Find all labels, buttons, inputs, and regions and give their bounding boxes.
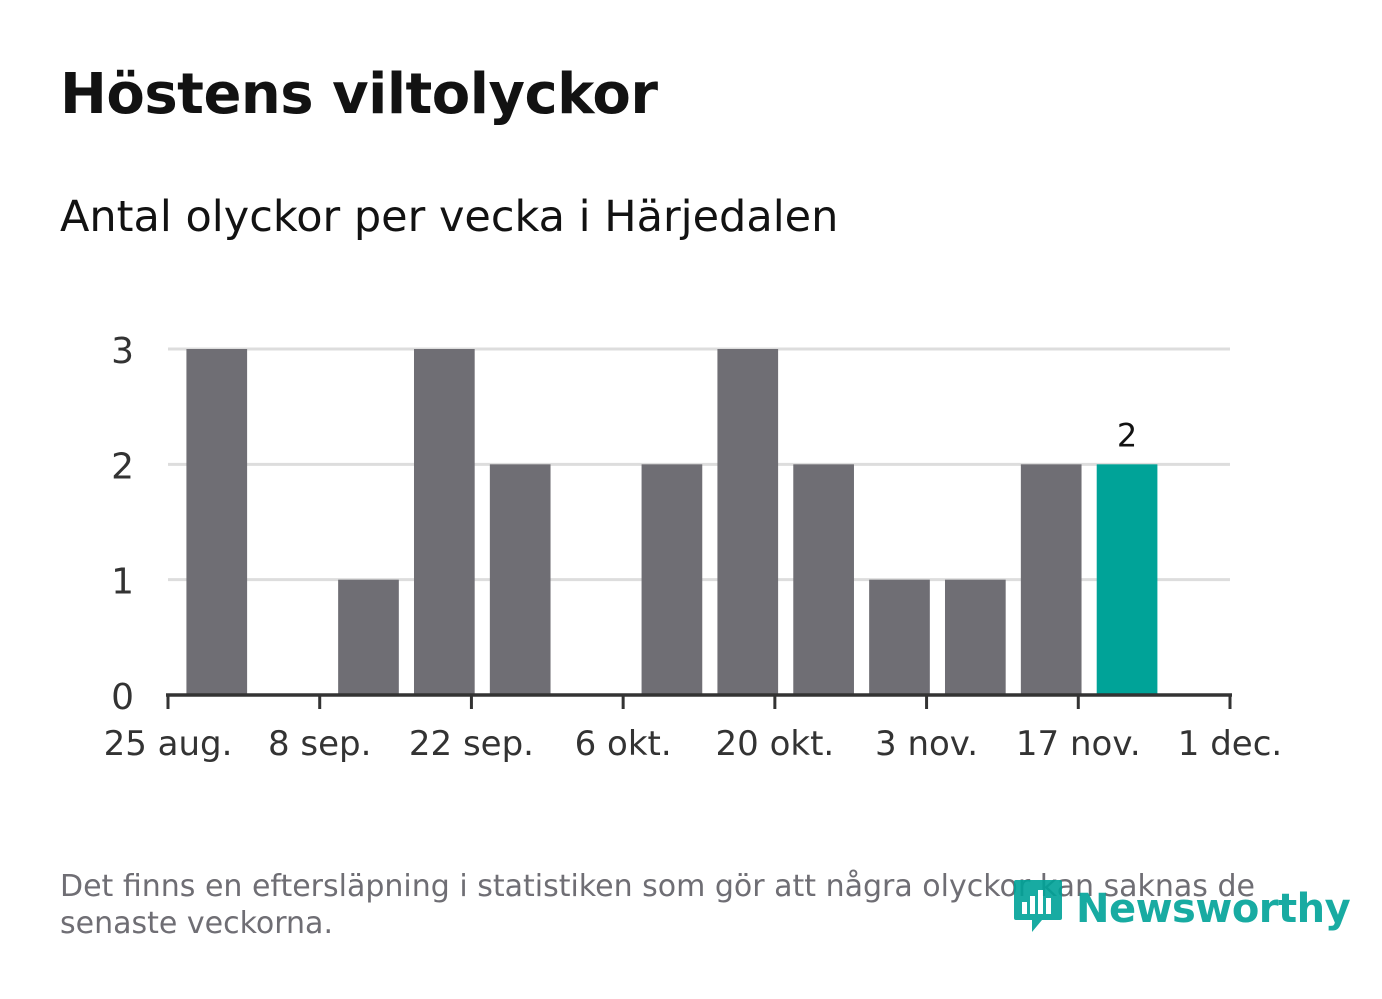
chart-subtitle: Antal olyckor per vecka i Härjedalen bbox=[60, 192, 839, 242]
y-tick-label-1: 1 bbox=[111, 562, 134, 603]
x-tick-label-2019-12-01: 1 dec. bbox=[1178, 724, 1282, 764]
bar-2019-11-11 bbox=[1020, 464, 1082, 695]
bar-2019-11-04 bbox=[944, 579, 1006, 695]
bars bbox=[186, 349, 1158, 695]
x-axis: 25 aug. 8 sep. 22 sep. 6 okt. 20 okt. 3 nov. 1… bbox=[104, 693, 1282, 764]
y-tick-label-3: 3 bbox=[111, 331, 134, 372]
bar-2019-08-26 bbox=[186, 349, 248, 695]
bar-2019-10-14 bbox=[717, 349, 779, 695]
bar-2019-09-09 bbox=[338, 579, 399, 695]
bar-2019-10-21 bbox=[793, 464, 854, 695]
bar-2019-09-16 bbox=[413, 349, 475, 695]
bar-2019-10-28 bbox=[869, 579, 930, 695]
x-tick-label-2019-08-25: 25 aug. bbox=[104, 724, 233, 764]
x-tick-label-2019-10-20: 20 okt. bbox=[716, 724, 835, 764]
x-tick-label-2019-11-17: 17 nov. bbox=[1016, 724, 1141, 764]
newsworthy-logo: Newsworthy bbox=[1012, 878, 1351, 940]
bar-chart: 0 1 2 3 2 25 aug. 8 sep. 22 sep. 6 okt. 20 okt.… bbox=[104, 331, 1283, 764]
x-tick-label-2019-11-03: 3 nov. bbox=[875, 724, 978, 764]
y-tick-label-2: 2 bbox=[111, 446, 134, 487]
bar-chart-speech-bubble-icon bbox=[1012, 878, 1064, 940]
x-tick-label-2019-09-08: 8 sep. bbox=[268, 724, 371, 764]
x-tick-label-2019-10-06: 6 okt. bbox=[575, 724, 672, 764]
bar-2019-09-23 bbox=[489, 464, 551, 695]
brand-name: Newsworthy bbox=[1076, 886, 1351, 932]
data-labels: 2 bbox=[1117, 416, 1137, 454]
y-axis-tick-labels: 0 1 2 3 bbox=[111, 331, 134, 718]
y-tick-label-0: 0 bbox=[111, 677, 134, 718]
x-tick-label-2019-09-22: 22 sep. bbox=[409, 724, 534, 764]
chart-title: Höstens viltolyckor bbox=[60, 62, 658, 127]
bar-2019-11-18 bbox=[1096, 464, 1158, 695]
data-label-2019-11-18: 2 bbox=[1117, 416, 1137, 454]
bar-2019-10-07 bbox=[641, 464, 703, 695]
